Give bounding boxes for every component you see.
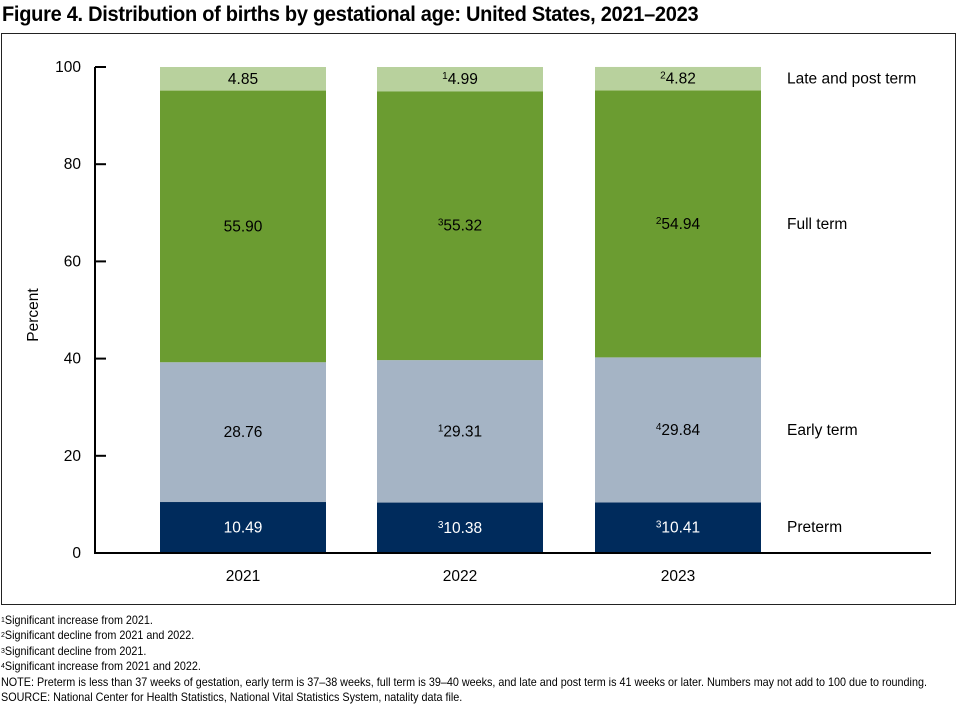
bar-late-and-post-term-2023 <box>595 66 761 91</box>
legend-label-full-term: Full term <box>787 216 847 233</box>
footnote-text: Significant increase from 2021. <box>4 614 153 627</box>
source-text: SOURCE: National Center for Health Stati… <box>1 691 463 705</box>
footnote-mark: 4 <box>1 661 5 671</box>
bar-full-term-2023 <box>595 90 761 358</box>
data-value: 55.32 <box>443 218 482 235</box>
data-label: 4.85 <box>228 71 258 88</box>
y-tick-label: 20 <box>64 448 82 465</box>
notes: 1Significant increase from 2021. 2Signifi… <box>1 613 959 705</box>
footnote-marker: 3 <box>438 218 444 229</box>
data-label: 129.31 <box>438 423 482 440</box>
y-tick-label: 100 <box>55 59 81 76</box>
bar-full-term-2022 <box>377 91 543 361</box>
footnote-1: 1Significant increase from 2021. <box>1 613 959 628</box>
data-label: 310.38 <box>438 520 482 537</box>
data-label: 310.41 <box>656 520 700 537</box>
y-axis-label: Percent <box>25 288 42 342</box>
legend-label-preterm: Preterm <box>787 519 842 536</box>
y-tick-label: 40 <box>64 351 82 368</box>
data-value: 4.82 <box>666 71 696 88</box>
bar-preterm-2023 <box>595 502 761 553</box>
data-label: 254.94 <box>656 216 701 233</box>
data-value: 29.84 <box>661 422 700 439</box>
data-value: 10.41 <box>661 520 700 537</box>
data-value: 29.31 <box>443 423 482 440</box>
bar-late-and-post-term-2022 <box>377 67 543 92</box>
bar-preterm-2021 <box>160 502 326 553</box>
bar-preterm-2022 <box>377 502 543 553</box>
footnote-marker: 1 <box>438 423 444 434</box>
note-text: NOTE: Preterm is less than 37 weeks of g… <box>1 675 927 689</box>
footnote-marker: 2 <box>656 216 662 227</box>
data-value: 54.94 <box>661 216 700 233</box>
data-value: 10.38 <box>443 520 482 537</box>
footnote-text: Significant decline from 2021 and 2022. <box>4 629 195 643</box>
y-tick-label: 60 <box>64 253 82 270</box>
chart-title: Figure 4. Distribution of births by gest… <box>2 2 699 26</box>
legend-label-late-and-post-term: Late and post term <box>787 71 916 88</box>
footnote-text: Significant increase from 2021 and 2022. <box>4 660 201 674</box>
x-tick-label: 2023 <box>661 568 695 585</box>
bar-early-term-2021 <box>160 362 326 503</box>
footnote-marker: 1 <box>442 71 448 82</box>
data-label: 429.84 <box>656 422 701 439</box>
x-tick-label: 2021 <box>226 568 260 585</box>
footnote-3: 3Significant decline from 2021. <box>1 644 959 659</box>
data-label: 24.82 <box>660 71 696 88</box>
footnote-text: Significant decline from 2021. <box>4 644 147 658</box>
footnote-list: 1Significant increase from 2021. 2Signifi… <box>1 613 959 675</box>
y-tick-label: 80 <box>64 156 82 173</box>
chart-frame <box>1 33 956 605</box>
footnote-mark: 2 <box>1 630 5 640</box>
stacked-bar-chart: 10.4928.7655.904.852021310.38129.31355.3… <box>25 59 931 585</box>
x-tick-label: 2022 <box>443 568 477 585</box>
footnote-4: 4Significant increase from 2021 and 2022… <box>1 659 959 674</box>
footnote-2: 2Significant decline from 2021 and 2022. <box>1 628 959 643</box>
data-label: 10.49 <box>224 520 263 537</box>
footnote-marker: 3 <box>656 520 662 531</box>
data-label: 28.76 <box>224 424 263 441</box>
bar-early-term-2023 <box>595 357 761 503</box>
footnote-marker: 3 <box>438 520 444 531</box>
footnote-marker: 2 <box>660 71 666 82</box>
y-tick-label: 0 <box>72 545 81 562</box>
data-label: 14.99 <box>442 71 478 88</box>
data-label: 355.32 <box>438 218 482 235</box>
footnote-mark: 3 <box>1 645 5 655</box>
legend-label-early-term: Early term <box>787 422 858 439</box>
bar-late-and-post-term-2021 <box>160 67 326 91</box>
bar-full-term-2021 <box>160 90 326 363</box>
data-label: 55.90 <box>224 218 263 235</box>
footnote-mark: 1 <box>1 615 5 624</box>
data-value: 4.99 <box>448 71 478 88</box>
footnote-marker: 4 <box>656 422 662 433</box>
bar-early-term-2022 <box>377 360 543 503</box>
